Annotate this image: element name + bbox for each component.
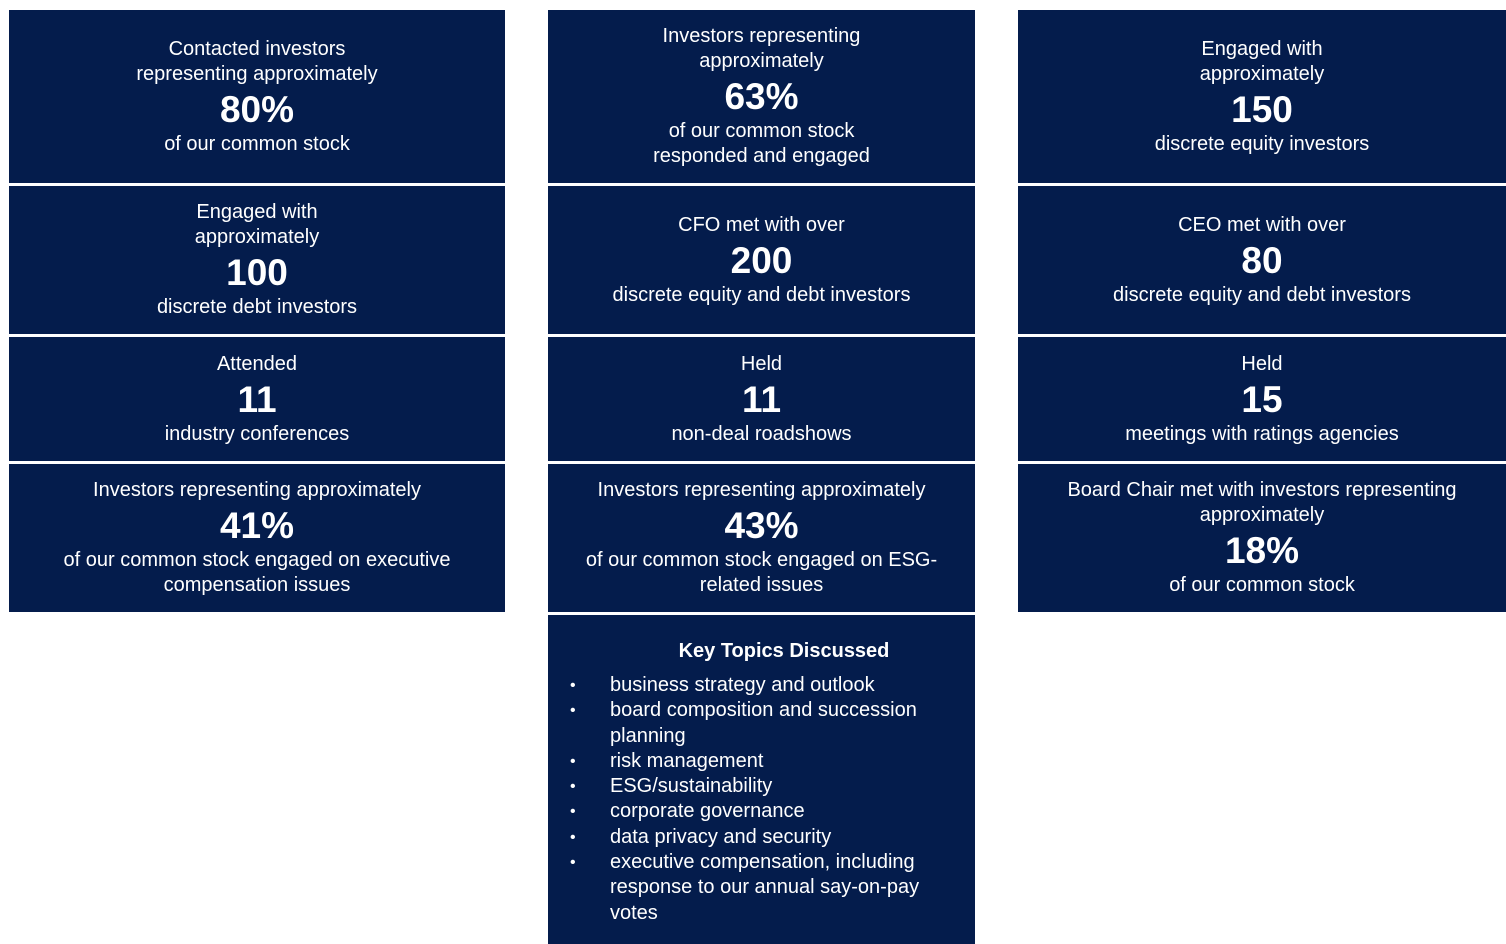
stat-text: of our common stock engaged on ESG- <box>585 549 938 571</box>
topic-item: • corporate governance <box>570 799 955 824</box>
bullet: • <box>570 803 576 821</box>
topic-item: • business strategy and outlook <box>570 673 955 698</box>
stat-card: Engaged with approximately 150 discrete equ… <box>1018 10 1506 183</box>
topic-list: • business strategy and outlook • board com… <box>570 673 955 926</box>
stat-text: of our common stock engaged on executive <box>63 549 451 571</box>
stat-card: Engaged with approximately 100 discrete deb… <box>9 186 505 334</box>
stat-figure: 11 <box>741 378 782 420</box>
stat-text: approximately <box>194 226 320 248</box>
stat-text: CFO met with over <box>678 213 845 236</box>
stat-text: Investors representing approximately <box>93 479 421 501</box>
stat-card: Attended 11 industry conferences <box>9 337 505 461</box>
stat-text: Engaged with <box>1201 37 1323 60</box>
stat-text: Contacted investors <box>168 37 346 60</box>
stat-figure: 80 <box>1241 239 1283 281</box>
stat-card: Investors representing approximately 41% o… <box>9 464 505 612</box>
bullet: • <box>570 828 576 846</box>
stat-text: discrete equity investors <box>1154 132 1370 155</box>
stat-text: CEO met with over <box>1178 213 1346 236</box>
stat-card: Investors representing approximately 63% of… <box>548 10 975 183</box>
stat-figure: 100 <box>226 252 288 293</box>
stat-figure: 80% <box>219 88 295 130</box>
stat-text: meetings with ratings agencies <box>1125 422 1399 445</box>
stat-text: Engaged with <box>196 201 318 223</box>
stat-text: Investors representing <box>662 25 861 47</box>
topic-text: risk management <box>610 749 764 772</box>
stat-text: Board Chair met with investors represent… <box>1067 479 1457 501</box>
stat-text: discrete equity and debt investors <box>612 283 911 306</box>
bullet: • <box>570 702 576 720</box>
stat-figure: 11 <box>237 378 277 420</box>
stat-text: approximately <box>699 50 824 72</box>
topic-item: • board composition and succession planni… <box>570 698 955 749</box>
bullet: • <box>570 677 576 694</box>
topic-item: • ESG/sustainability <box>570 774 955 799</box>
topic-item: • data privacy and security <box>570 825 955 850</box>
stat-figure: 18% <box>1224 530 1300 571</box>
stat-text: discrete debt investors <box>156 296 358 318</box>
bullet: • <box>570 778 576 796</box>
stat-figure: 41% <box>219 505 295 546</box>
stat-text: discrete equity and debt investors <box>1113 283 1411 306</box>
bullet: • <box>570 752 576 770</box>
stat-text: of our common stock <box>164 132 350 155</box>
stat-figure: 200 <box>730 239 793 281</box>
topic-text: data privacy and security <box>610 825 832 848</box>
stat-card: Contacted investors representing approxim… <box>9 10 505 183</box>
stat-text: approximately <box>1199 62 1325 85</box>
stat-figure: 43% <box>724 505 799 546</box>
stat-figure: 15 <box>1241 378 1283 420</box>
stat-text: Attended <box>216 352 298 375</box>
stat-card: Held 11 non-deal roadshows <box>548 337 975 461</box>
stat-card: CFO met with over 200 discrete equity and … <box>548 186 975 334</box>
stat-text: related issues <box>699 574 824 596</box>
stat-text: of our common stock <box>1169 574 1355 596</box>
topic-text: board composition and succession plannin… <box>610 699 917 747</box>
stat-text: compensation issues <box>163 574 351 596</box>
topic-text: ESG/sustainability <box>610 775 773 798</box>
stat-text: Investors representing approximately <box>597 479 926 501</box>
topic-text: corporate governance <box>610 800 805 823</box>
stat-figure: 150 <box>1231 88 1293 130</box>
stat-text: non-deal roadshows <box>671 422 852 445</box>
bullet: • <box>570 854 576 872</box>
key-topics: Key Topics Discussed • business strategy a… <box>548 615 975 944</box>
stat-text: of our common stock <box>668 120 855 142</box>
stat-text: representing approximately <box>136 62 378 85</box>
stat-figure: 63% <box>724 76 799 117</box>
stat-card: Held 15 meetings with ratings agencies <box>1018 337 1506 461</box>
topic-text: business strategy and outlook <box>610 674 875 696</box>
stat-card: Investors representing approximately 43% o… <box>548 464 975 612</box>
stat-text: responded and engaged <box>653 145 870 167</box>
stat-text: industry conferences <box>164 422 350 445</box>
topic-item: • risk management <box>570 749 955 774</box>
stat-text: Held <box>1241 352 1283 375</box>
topic-text: executive compensation, including respon… <box>610 851 920 924</box>
stat-card: Board Chair met with investors represent… <box>1018 464 1506 612</box>
stat-text: Held <box>740 352 783 375</box>
stat-card: CEO met with over 80 discrete equity and d… <box>1018 186 1506 334</box>
stat-text: approximately <box>1199 504 1325 526</box>
topic-item: • executive compensation, including respo… <box>570 850 955 926</box>
key-topics-title: Key Topics Discussed <box>678 640 890 662</box>
